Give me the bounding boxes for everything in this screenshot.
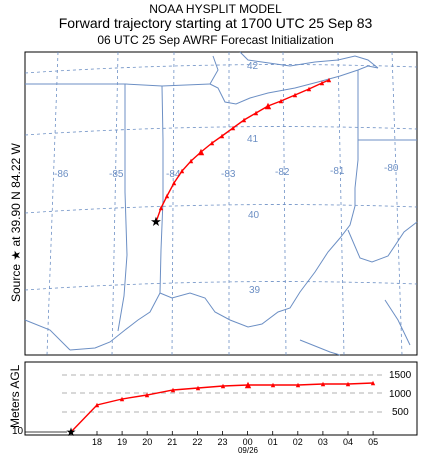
longitude-gridline-81 [337,51,345,356]
time-axis-tick-label: 19 [117,437,127,447]
profile-point [94,402,100,408]
trajectory-point [278,98,284,104]
longitude-gridline-86 [46,51,59,356]
longitude-label-85: -85 [109,169,124,180]
time-axis: 18 19 20 21 22 23 00 01 02 03 04 05 [92,431,378,447]
trajectory-point [197,148,205,156]
trajectory-point [319,80,325,86]
trajectory-point [158,205,164,211]
time-axis-tick-label: 04 [343,437,353,447]
trajectory-point [171,180,177,186]
trajectory-point [253,110,259,116]
detroit-area-outline [209,55,219,85]
kentucky-indiana-river [69,292,161,351]
profile-point [345,381,351,387]
longitude-gridline-85 [111,51,119,356]
time-axis-tick-label: 05 [368,437,378,447]
forecast-subtitle: 06 UTC 25 Sep AWRF Forecast Initializati… [97,33,334,47]
kentucky-border-lower [24,319,71,351]
virginia-border [299,339,341,356]
state-boundaries [24,51,418,356]
longitude-label-81: -81 [330,166,345,177]
trajectory-point [230,125,236,131]
profile-point [220,383,226,389]
time-axis-date-label: 09/26 [238,446,259,455]
trajectory-point [306,86,312,92]
longitude-gridline-82 [282,51,287,356]
wv-south-border [384,299,411,346]
latitude-labels: 42 41 40 39 [247,61,261,296]
ohio-river [159,188,356,328]
trajectory-point [179,168,185,174]
longitude-gridline-80 [391,51,403,356]
profile-point [170,387,176,393]
time-axis-tick-label: 23 [217,437,227,447]
trajectory-point [292,92,298,98]
ohio-pennsylvania-border [354,70,359,189]
profile-point [295,382,301,388]
profile-point [320,381,326,387]
lake-erie-north-shore [239,51,379,69]
trajectory-point [209,140,215,146]
wv-outline [347,221,418,263]
indiana-ohio-border [159,85,164,294]
trajectory-point [188,158,194,164]
profile-y-ticks: 1500 1000 500 [389,370,412,418]
longitude-gridline-84 [171,51,175,356]
profile-point [144,392,150,398]
trajectory-point [219,133,225,139]
longitude-label-80: -80 [384,163,399,174]
trajectory-point [326,77,332,83]
trajectory-point [264,102,272,110]
trajectory-title: Forward trajectory starting at 1700 UTC … [58,15,373,31]
longitude-label-83: -83 [221,169,236,180]
time-axis-tick-label: 18 [92,437,102,447]
latitude-label-40: 40 [248,210,260,221]
profile-point [119,396,125,402]
model-name: NOAA HYSPLIT MODEL [149,2,282,16]
longitude-label-86: -86 [54,169,69,180]
longitude-labels: -86 -85 -84 -83 -82 -81 -80 [54,163,399,180]
time-axis-tick-label: 02 [293,437,303,447]
time-axis-tick-label: 20 [142,437,152,447]
profile-trajectory-path [70,380,376,433]
trajectory-path [155,77,332,223]
profile-panel-frame [24,361,418,436]
map-layer: 42 41 40 39 -86 -85 -84 -83 -82 -81 -80 [24,51,418,356]
indiana-illinois-border [117,84,128,332]
profile-start-height-label: 10 [12,426,24,437]
time-axis-tick-label: 00 [243,437,253,447]
profile-point [270,382,276,388]
latitude-label-42: 42 [247,61,259,72]
trajectory-point [241,117,247,123]
profile-y-tick-500: 500 [392,407,409,418]
map-panel-frame [24,51,418,356]
time-axis-tick-label: 22 [192,437,202,447]
profile-point [370,380,376,386]
profile-y-tick-1000: 1000 [389,389,412,400]
longitude-label-82: -82 [275,167,290,178]
source-star-icon: ★ [150,214,162,229]
ohio-michigan-border [124,83,211,87]
latitude-label-39: 39 [249,285,261,296]
lake-erie-shoreline [209,65,379,105]
longitude-label-84: -84 [166,169,181,180]
time-axis-tick-label: 01 [268,437,278,447]
trajectory-point [164,193,170,199]
profile-y-tick-1500: 1500 [389,370,412,381]
time-axis-tick-label: 03 [318,437,328,447]
latitude-label-41: 41 [247,134,259,145]
time-axis-tick-label: 21 [167,437,177,447]
profile-source-star-icon: ★ [66,425,77,439]
profile-point [195,385,201,391]
profile-point [244,381,252,389]
